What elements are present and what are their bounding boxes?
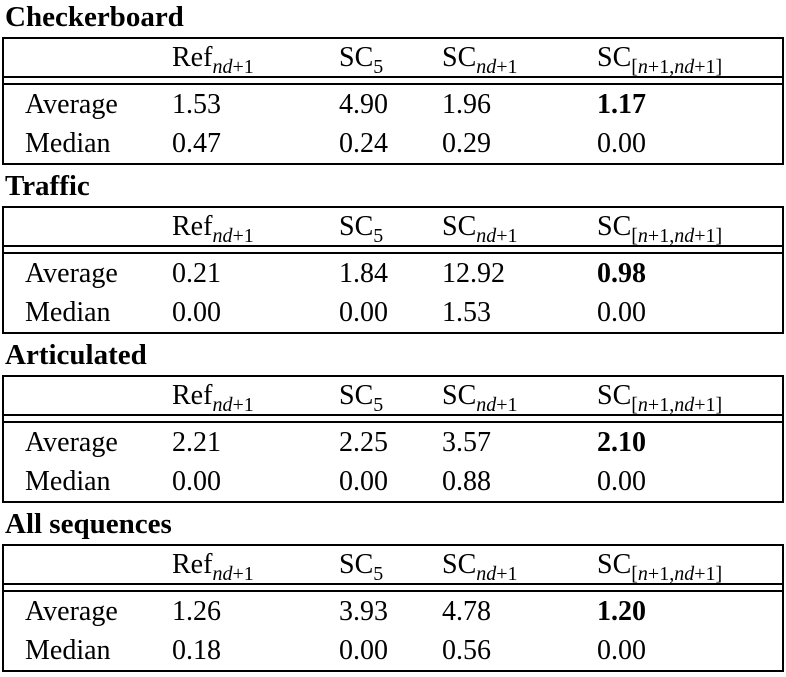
value-cell: 0.18 — [172, 634, 221, 666]
section-title: Articulated — [5, 339, 147, 371]
column-header-sc5: SC5 — [339, 38, 442, 78]
results-table-checkerboard: Refnd+1 SC5 SCnd+1 SC[n+1,nd+1] Average … — [2, 37, 784, 165]
section-title: All sequences — [5, 508, 172, 540]
value-cell: 0.29 — [442, 127, 491, 159]
table-header-row: Refnd+1 SC5 SCnd+1 SC[n+1,nd+1] — [3, 545, 783, 585]
value-cell-best: 2.10 — [597, 426, 646, 458]
table-row-average: Average 1.53 4.90 1.96 1.17 — [3, 84, 783, 124]
column-header-sc5: SC5 — [339, 207, 442, 247]
table-row-average: Average 2.21 2.25 3.57 2.10 — [3, 422, 783, 462]
table-row-median: Median 0.00 0.00 0.88 0.00 — [3, 462, 783, 502]
table-row-average: Average 0.21 1.84 12.92 0.98 — [3, 253, 783, 293]
double-rule-gap — [3, 246, 783, 254]
column-header-sc-nd1: SCnd+1 — [442, 207, 597, 247]
value-cell: 0.00 — [597, 296, 646, 328]
double-rule-gap — [3, 584, 783, 592]
row-label: Average — [25, 595, 118, 627]
column-header-sc-nd1: SCnd+1 — [442, 545, 597, 585]
empty-corner-cell — [3, 376, 172, 416]
value-cell: 3.57 — [442, 426, 491, 458]
value-cell: 2.21 — [172, 426, 221, 458]
table-row-median: Median 0.18 0.00 0.56 0.00 — [3, 631, 783, 671]
value-cell-best: 1.17 — [597, 88, 646, 120]
results-table-traffic: Refnd+1 SC5 SCnd+1 SC[n+1,nd+1] Average … — [2, 206, 784, 334]
empty-corner-cell — [3, 38, 172, 78]
value-cell: 0.00 — [339, 634, 388, 666]
value-cell: 1.53 — [442, 296, 491, 328]
column-header-sc-range: SC[n+1,nd+1] — [597, 207, 783, 247]
value-cell: 3.93 — [339, 595, 388, 627]
value-cell: 4.90 — [339, 88, 388, 120]
double-rule-gap — [3, 415, 783, 423]
column-header-ref: Refnd+1 — [172, 376, 339, 416]
column-header-sc-range: SC[n+1,nd+1] — [597, 545, 783, 585]
section-title: Checkerboard — [5, 1, 184, 33]
column-header-sc-range: SC[n+1,nd+1] — [597, 38, 783, 78]
value-cell: 4.78 — [442, 595, 491, 627]
row-label: Average — [25, 426, 118, 458]
column-header-sc-range: SC[n+1,nd+1] — [597, 376, 783, 416]
value-cell: 0.47 — [172, 127, 221, 159]
table-header-row: Refnd+1 SC5 SCnd+1 SC[n+1,nd+1] — [3, 376, 783, 416]
row-label: Median — [25, 634, 111, 666]
value-cell: 1.84 — [339, 257, 388, 289]
table-header-row: Refnd+1 SC5 SCnd+1 SC[n+1,nd+1] — [3, 207, 783, 247]
value-cell-best: 1.20 — [597, 595, 646, 627]
double-rule-gap — [3, 77, 783, 85]
row-label: Average — [25, 257, 118, 289]
table-row-median: Median 0.47 0.24 0.29 0.00 — [3, 124, 783, 164]
column-header-sc-nd1: SCnd+1 — [442, 376, 597, 416]
value-cell: 0.00 — [339, 465, 388, 497]
section-all-sequences: All sequences Refnd+1 SC5 SCnd+1 SC[n+1,… — [0, 509, 786, 672]
value-cell: 0.00 — [172, 465, 221, 497]
row-label: Median — [25, 127, 111, 159]
column-header-sc-nd1: SCnd+1 — [442, 38, 597, 78]
value-cell: 1.96 — [442, 88, 491, 120]
table-header-row: Refnd+1 SC5 SCnd+1 SC[n+1,nd+1] — [3, 38, 783, 78]
empty-corner-cell — [3, 545, 172, 585]
results-table-articulated: Refnd+1 SC5 SCnd+1 SC[n+1,nd+1] Average … — [2, 375, 784, 503]
value-cell: 0.56 — [442, 634, 491, 666]
section-articulated: Articulated Refnd+1 SC5 SCnd+1 SC[n+1,nd… — [0, 340, 786, 503]
column-header-sc5: SC5 — [339, 545, 442, 585]
row-label: Median — [25, 465, 111, 497]
column-header-sc5: SC5 — [339, 376, 442, 416]
table-row-average: Average 1.26 3.93 4.78 1.20 — [3, 591, 783, 631]
value-cell: 1.53 — [172, 88, 221, 120]
section-traffic: Traffic Refnd+1 SC5 SCnd+1 SC[n+1,nd+1] … — [0, 171, 786, 334]
column-header-ref: Refnd+1 — [172, 207, 339, 247]
value-cell-best: 0.98 — [597, 257, 646, 289]
value-cell: 0.00 — [597, 127, 646, 159]
value-cell: 0.21 — [172, 257, 221, 289]
value-cell: 12.92 — [442, 257, 505, 289]
value-cell: 0.88 — [442, 465, 491, 497]
value-cell: 0.00 — [597, 465, 646, 497]
results-table-all-sequences: Refnd+1 SC5 SCnd+1 SC[n+1,nd+1] Average … — [2, 544, 784, 672]
value-cell: 0.00 — [172, 296, 221, 328]
column-header-ref: Refnd+1 — [172, 545, 339, 585]
value-cell: 1.26 — [172, 595, 221, 627]
section-checkerboard: Checkerboard Refnd+1 SC5 SCnd+1 SC[n+1,n… — [0, 2, 786, 165]
column-header-ref: Refnd+1 — [172, 38, 339, 78]
value-cell: 0.00 — [339, 296, 388, 328]
row-label: Median — [25, 296, 111, 328]
value-cell: 0.00 — [597, 634, 646, 666]
value-cell: 0.24 — [339, 127, 388, 159]
table-row-median: Median 0.00 0.00 1.53 0.00 — [3, 293, 783, 333]
section-title: Traffic — [5, 170, 90, 202]
value-cell: 2.25 — [339, 426, 388, 458]
empty-corner-cell — [3, 207, 172, 247]
row-label: Average — [25, 88, 118, 120]
